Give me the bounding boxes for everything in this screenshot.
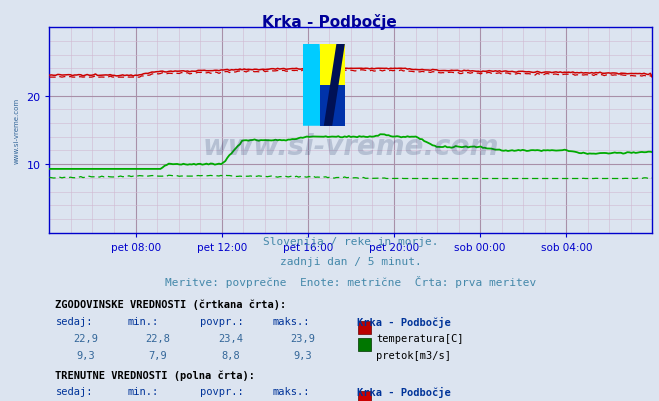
Bar (358, 391, 372, 401)
Text: www.si-vreme.com: www.si-vreme.com (13, 97, 19, 164)
Text: pretok[m3/s]: pretok[m3/s] (376, 350, 451, 360)
Text: sedaj:: sedaj: (55, 316, 93, 326)
Text: min.:: min.: (128, 316, 159, 326)
Text: temperatura[C]: temperatura[C] (376, 333, 464, 343)
Text: Slovenija / reke in morje.: Slovenija / reke in morje. (263, 236, 439, 246)
Text: 23,9: 23,9 (290, 333, 315, 343)
Text: povpr.:: povpr.: (200, 316, 244, 326)
Text: Krka - Podbočje: Krka - Podbočje (262, 14, 397, 30)
Text: Meritve: povprečne  Enote: metrične  Črta: prva meritev: Meritve: povprečne Enote: metrične Črta:… (165, 275, 536, 288)
Text: 23,4: 23,4 (218, 333, 243, 343)
Bar (358, 338, 372, 352)
Bar (358, 321, 372, 334)
Text: 22,9: 22,9 (73, 333, 98, 343)
Text: maks.:: maks.: (273, 316, 310, 326)
Text: 8,8: 8,8 (221, 350, 240, 360)
Text: www.si-vreme.com: www.si-vreme.com (203, 133, 499, 161)
Text: zadnji dan / 5 minut.: zadnji dan / 5 minut. (280, 256, 422, 266)
Text: 9,3: 9,3 (293, 350, 312, 360)
Text: ZGODOVINSKE VREDNOSTI (črtkana črta):: ZGODOVINSKE VREDNOSTI (črtkana črta): (55, 299, 287, 309)
Text: 9,3: 9,3 (76, 350, 95, 360)
Text: sedaj:: sedaj: (55, 387, 93, 397)
Text: Krka - Podbočje: Krka - Podbočje (357, 316, 451, 327)
Text: TRENUTNE VREDNOSTI (polna črta):: TRENUTNE VREDNOSTI (polna črta): (55, 369, 256, 380)
Text: povpr.:: povpr.: (200, 387, 244, 397)
Text: min.:: min.: (128, 387, 159, 397)
Text: Krka - Podbočje: Krka - Podbočje (357, 387, 451, 397)
Text: 7,9: 7,9 (148, 350, 167, 360)
Text: 22,8: 22,8 (146, 333, 171, 343)
Text: maks.:: maks.: (273, 387, 310, 397)
